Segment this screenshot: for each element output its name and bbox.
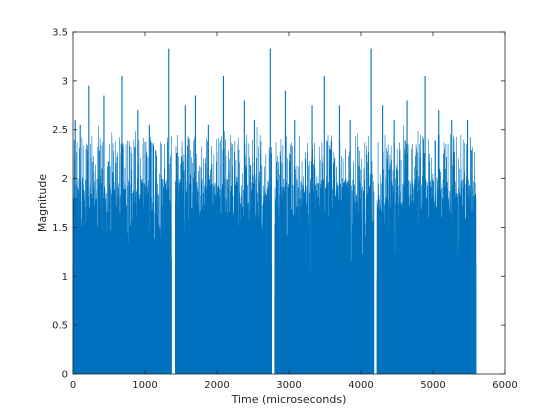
- y-tick-label: 3: [62, 76, 68, 87]
- stem-series: [72, 48, 477, 374]
- x-tick-label: 2000: [204, 380, 229, 391]
- x-ticks: 0 1000 2000 3000 4000 5000 6000: [70, 32, 518, 391]
- y-tick-label: 1: [62, 272, 68, 283]
- y-ticks: 0 0.5 1 1.5 2 2.5 3 3.5: [52, 28, 505, 381]
- x-tick-label: 6000: [492, 380, 517, 391]
- x-tick-label: 4000: [348, 380, 373, 391]
- x-axis-label: Time (microseconds): [231, 393, 347, 406]
- y-tick-label: 0.5: [52, 321, 68, 332]
- y-tick-label: 1.5: [52, 223, 68, 234]
- x-tick-label: 1000: [132, 380, 157, 391]
- y-tick-label: 0: [62, 370, 68, 381]
- y-tick-label: 3.5: [52, 28, 68, 39]
- y-axis-label: Magnitude: [36, 174, 49, 233]
- x-tick-label: 5000: [420, 380, 445, 391]
- x-tick-label: 3000: [276, 380, 301, 391]
- y-tick-label: 2: [62, 174, 68, 185]
- x-tick-label: 0: [70, 380, 76, 391]
- y-tick-label: 2.5: [52, 125, 68, 136]
